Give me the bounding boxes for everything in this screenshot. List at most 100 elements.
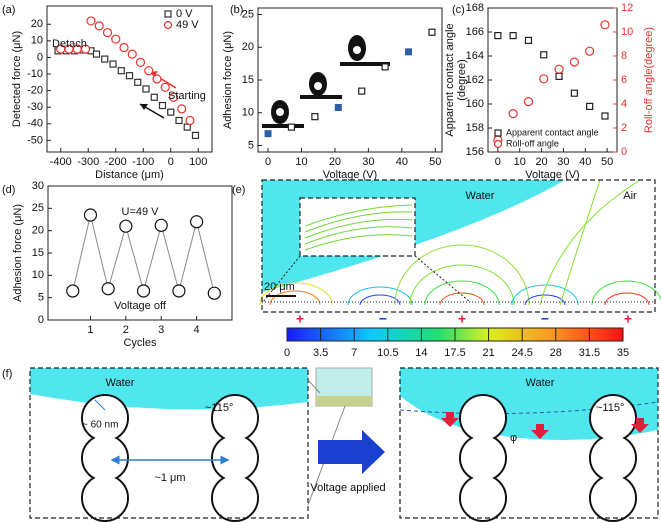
colorbar-label: 17.5 [444, 347, 465, 359]
y-axis-label: Adhesion force (μN) [222, 31, 234, 129]
point [523, 96, 534, 107]
pillar-fill [83, 436, 127, 480]
y-tick-label: 158 [466, 122, 484, 134]
y2-tick-label: 0 [621, 146, 627, 158]
y-tick-label: 168 [466, 2, 484, 14]
colorbar-label: 7 [351, 347, 357, 359]
y-axis-label: (degree) [456, 59, 468, 101]
point [569, 57, 579, 67]
point [102, 27, 113, 38]
annotation: Starting [168, 90, 206, 102]
charge: + [624, 311, 632, 327]
panel-label: (a) [2, 4, 15, 16]
point [142, 85, 150, 93]
point [168, 92, 179, 102]
phi-label: φ [510, 432, 517, 444]
panel-label: (d) [2, 184, 15, 196]
y2-tick-label: 8 [621, 50, 627, 62]
point [86, 16, 96, 26]
legend-label: 0 V [176, 8, 193, 20]
x-tick-label: 0 [168, 156, 174, 168]
panel-f: (f) Water ~115° ~ 60 nm ~1 μm Voltage ap… [2, 367, 659, 522]
y2-tick-label: 12 [621, 2, 633, 14]
water-label: Water [466, 190, 495, 202]
colorbar-label: 21 [482, 347, 494, 359]
scale-label: 20 μm [264, 281, 295, 293]
point [134, 78, 142, 86]
point [150, 93, 158, 101]
y-tick-label: 25 [32, 202, 44, 214]
point [600, 20, 610, 30]
water-label: Water [106, 377, 135, 389]
panel-label: (f) [2, 368, 12, 380]
point [207, 286, 221, 300]
colorbar-label: 3.5 [313, 347, 328, 359]
angle-label: ~115° [596, 402, 624, 414]
x-tick-label: 50 [429, 156, 441, 168]
y-tick-label: 15 [32, 247, 44, 259]
point [94, 21, 104, 31]
panel-e: (e) 20 μm Water Air [232, 179, 661, 342]
field-frame [261, 179, 656, 313]
point [524, 36, 533, 45]
point [92, 50, 101, 58]
panel-label: (e) [232, 184, 245, 196]
point [334, 103, 342, 111]
y-tick-label: 0 [37, 51, 43, 63]
icon [353, 46, 361, 54]
point [555, 72, 563, 81]
point [586, 102, 594, 111]
pillar-fill [213, 396, 257, 440]
point [540, 51, 548, 59]
point [601, 112, 609, 120]
colorbar-label: 28 [550, 347, 562, 359]
x-tick-label: 4 [194, 324, 200, 336]
point [101, 282, 115, 296]
legend-label: 49 V [176, 19, 199, 31]
x-tick-label: 10 [514, 156, 526, 168]
y-tick-label: 10 [31, 35, 43, 47]
x-tick-label: 0 [265, 156, 271, 168]
y-tick-label: 162 [466, 74, 484, 86]
force-arrows [441, 412, 649, 439]
point [509, 31, 517, 40]
y-tick-label: 164 [466, 50, 484, 62]
pillar-fill [461, 396, 505, 440]
frame [399, 367, 659, 519]
point [119, 219, 133, 233]
point [127, 49, 137, 59]
x-axis-label: Cycles [123, 337, 157, 349]
point [190, 215, 204, 229]
point [585, 46, 595, 56]
y-tick-label: 5 [248, 139, 254, 151]
colorbar-label: 10.5 [377, 347, 398, 359]
point [125, 72, 134, 80]
annotation: Detach [52, 38, 87, 50]
droplet-icons [262, 35, 390, 128]
y-tick-label: -20 [27, 85, 43, 97]
point [83, 208, 98, 222]
process-arrow [318, 430, 385, 474]
y-tick-label: 10 [32, 269, 44, 281]
x-tick-label: 30 [557, 156, 569, 168]
point [554, 64, 564, 74]
y-axis-label: Apparent contact angle [444, 23, 456, 136]
x-tick-label: 40 [396, 156, 408, 168]
point [111, 34, 121, 44]
icon [314, 82, 322, 90]
point [264, 130, 272, 138]
x-tick-label: 30 [362, 156, 374, 168]
point [185, 115, 195, 126]
colorbar-label: 31.5 [579, 347, 600, 359]
inset-frame [299, 197, 416, 257]
legend-marker [493, 139, 503, 149]
frame [29, 367, 309, 519]
y-tick-label: 0 [38, 314, 44, 326]
y-tick-label: 25 [242, 8, 254, 20]
legend-label: Apparent contact angle [506, 127, 599, 137]
pillar-fill [591, 436, 635, 480]
annotation: Voltage off [114, 300, 167, 312]
charge: − [541, 311, 549, 327]
x-tick-label: 50 [601, 156, 613, 168]
